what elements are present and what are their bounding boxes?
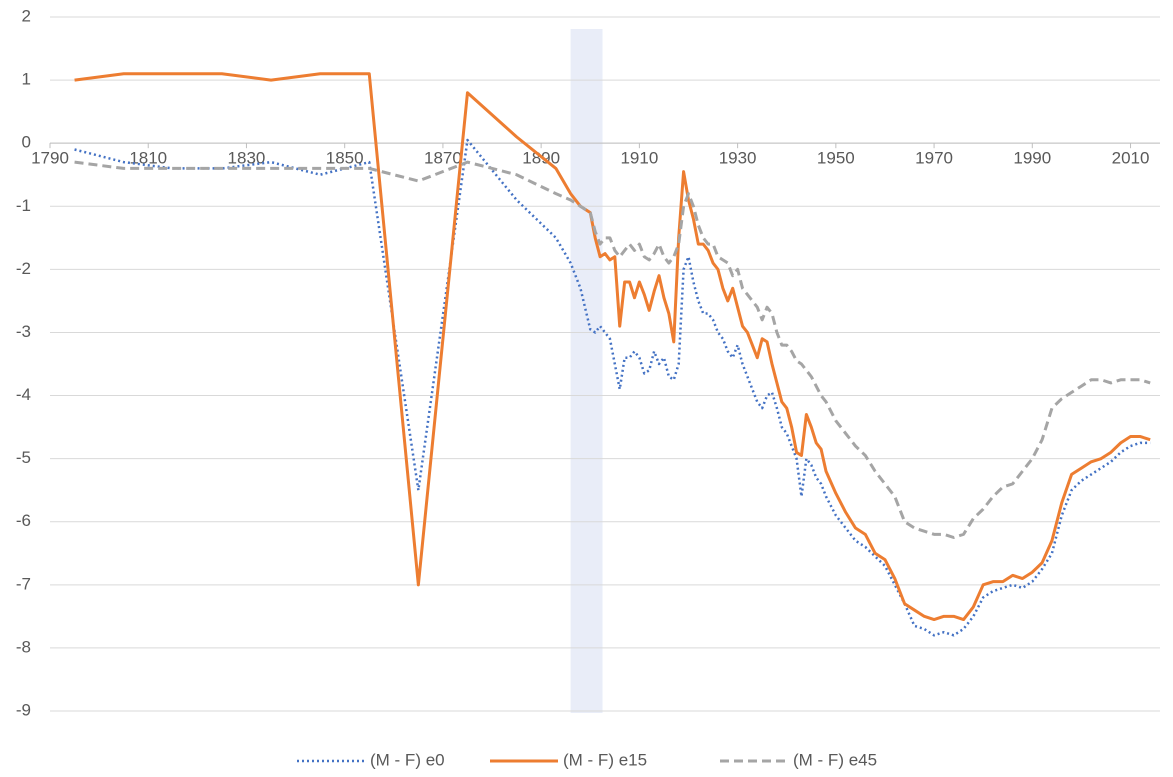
y-tick-label: -6 — [16, 511, 31, 530]
series-line — [74, 72, 1151, 622]
x-tick-label: 1910 — [620, 149, 658, 168]
y-tick-label: -4 — [16, 385, 31, 404]
series-line — [74, 160, 1151, 539]
y-tick-label: 2 — [22, 6, 31, 25]
y-tick-label: -8 — [16, 637, 31, 656]
y-tick-label: -2 — [16, 259, 31, 278]
y-tick-label: 0 — [22, 133, 31, 152]
x-tick-label: 1970 — [915, 149, 953, 168]
x-tick-label: 1830 — [228, 149, 266, 168]
legend-label: (M - F) e0 — [370, 750, 445, 769]
y-tick-label: -3 — [16, 322, 31, 341]
x-tick-label: 1930 — [719, 149, 757, 168]
x-tick-label: 1990 — [1013, 149, 1051, 168]
y-tick-label: 1 — [22, 70, 31, 89]
y-tick-label: -1 — [16, 196, 31, 215]
y-tick-label: -5 — [16, 448, 31, 467]
x-tick-label: 1850 — [326, 149, 364, 168]
y-tick-label: -7 — [16, 574, 31, 593]
x-tick-label: 2010 — [1112, 149, 1150, 168]
x-tick-label: 1950 — [817, 149, 855, 168]
x-tick-label: 1790 — [31, 149, 69, 168]
x-tick-label: 1870 — [424, 149, 462, 168]
legend-label: (M - F) e45 — [793, 750, 877, 769]
legend-label: (M - F) e15 — [563, 750, 647, 769]
series-line — [74, 138, 1151, 637]
shaded-band — [570, 29, 603, 713]
y-tick-label: -9 — [16, 700, 31, 719]
